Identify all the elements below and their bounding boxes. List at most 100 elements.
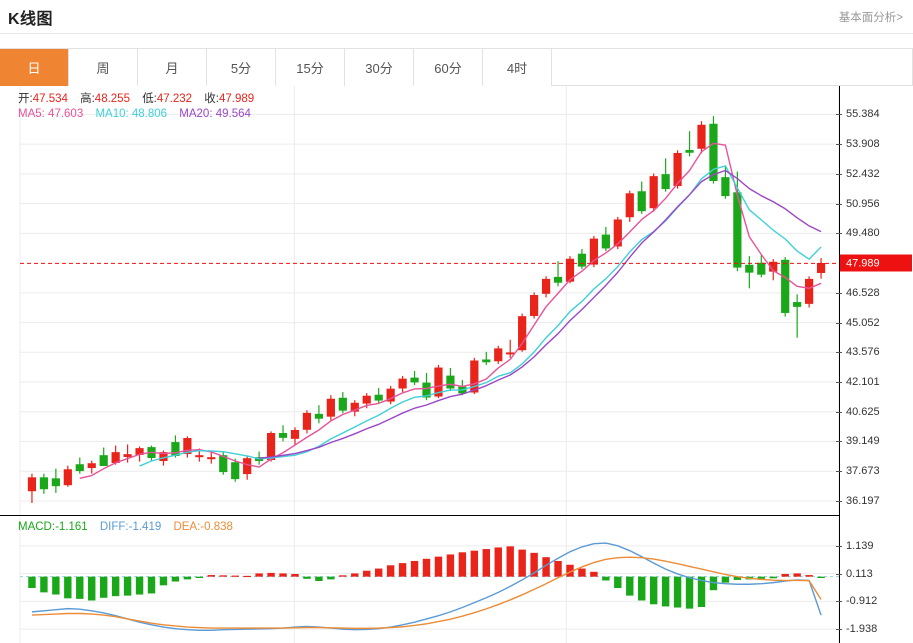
candle-body [123, 454, 132, 457]
macd-histogram-bar [40, 576, 48, 593]
macd-histogram-bar [661, 576, 670, 607]
candle-body [816, 262, 826, 273]
tab-label: 15分 [296, 61, 324, 76]
macd-histogram-bar [410, 560, 419, 577]
price-axis-tick [836, 114, 842, 116]
macd-histogram-bar [709, 576, 718, 591]
candlestick-plot-svg [19, 86, 840, 643]
macd-histogram-bar [183, 576, 192, 580]
macd-histogram-bar [159, 576, 168, 586]
macd-histogram-bar [530, 552, 538, 577]
tab-0[interactable]: 日 [0, 49, 69, 86]
price-axis-tick [836, 233, 842, 235]
tab-label: 30分 [365, 61, 393, 76]
candle-body [231, 462, 240, 480]
macd-histogram-bar [649, 576, 658, 605]
candle-body [530, 295, 539, 316]
tab-1[interactable]: 周 [69, 49, 138, 86]
macd-histogram-bar [638, 576, 646, 601]
candle-body [482, 359, 491, 363]
candle-body [219, 455, 228, 473]
macd-histogram-bar [506, 546, 514, 577]
macd-histogram-bar [793, 573, 801, 577]
candle-body [589, 238, 599, 265]
macd-histogram-bar [327, 576, 335, 580]
price-axis-tick [836, 441, 842, 443]
price-axis-tick [836, 203, 842, 205]
candle-body [553, 276, 563, 283]
macd-histogram-bar [805, 575, 813, 577]
candle-body [99, 455, 108, 467]
candle-body [350, 402, 359, 412]
candle-body [625, 193, 634, 218]
candle-body [39, 477, 49, 490]
macd-histogram-bar [315, 576, 323, 581]
tab-6[interactable]: 60分 [414, 49, 483, 86]
price-axis-label: 42.101 [846, 376, 880, 389]
candle-body [183, 438, 192, 454]
macd-histogram-bar [291, 573, 299, 577]
candle-body [302, 412, 312, 430]
tab-7[interactable]: 4时 [483, 49, 552, 86]
macd-histogram-bar [303, 576, 311, 579]
header-divider [0, 33, 913, 34]
fundamental-analysis-link[interactable]: 基本面分析> [838, 12, 903, 24]
macd-histogram-bar [219, 575, 227, 577]
macd-histogram-bar [482, 549, 490, 577]
candle-body [398, 378, 407, 389]
candle-body [673, 152, 682, 187]
candle-body [75, 464, 84, 472]
candle-body [637, 191, 646, 212]
macd-histogram-bar [566, 564, 574, 577]
macd-histogram-bar [147, 576, 156, 594]
macd-histogram-bar [817, 576, 825, 579]
ma20-line [259, 169, 822, 459]
macd-axis-label: 1.139 [846, 539, 874, 552]
candle-body [27, 477, 37, 492]
candle-body [781, 259, 790, 313]
tab-4[interactable]: 15分 [276, 49, 345, 86]
macd-histogram-bar [267, 572, 275, 577]
candle-body [326, 398, 335, 417]
candle-body [601, 234, 610, 249]
tabbar-filler [552, 49, 913, 85]
macd-histogram-bar [518, 549, 526, 577]
candle-body [446, 375, 455, 389]
price-axis-tick [836, 322, 842, 324]
macd-histogram-bar [422, 558, 431, 577]
panel-divider [0, 515, 840, 516]
macd-histogram-bar [685, 576, 694, 609]
macd-histogram-bar [673, 576, 682, 608]
candle-body [709, 123, 718, 181]
macd-axis-tick [836, 573, 842, 575]
tab-3[interactable]: 5分 [207, 49, 276, 86]
macd-axis-tick [836, 601, 842, 603]
macd-histogram-bar [351, 573, 359, 577]
price-axis-tick [836, 411, 842, 413]
price-axis-tick [836, 471, 842, 473]
tab-label: 月 [165, 61, 179, 76]
page-title: K线图 [8, 11, 54, 28]
candle-body [494, 348, 503, 362]
price-axis-label: 46.528 [846, 286, 880, 299]
candle-body [290, 429, 300, 439]
tab-5[interactable]: 30分 [345, 49, 414, 86]
candle-body [649, 176, 658, 209]
macd-histogram-bar [123, 576, 132, 596]
candle-body [470, 360, 479, 393]
candle-body [374, 394, 383, 401]
candle-body [243, 458, 252, 475]
macd-histogram-bar [697, 576, 706, 607]
candle-body [745, 264, 754, 273]
ma5-line [79, 142, 822, 480]
candle-body [111, 452, 120, 464]
candle-body [207, 457, 216, 460]
tab-2[interactable]: 月 [138, 49, 207, 86]
candle-body [685, 149, 694, 153]
price-axis-label: 50.956 [846, 197, 880, 210]
price-axis-label: 37.673 [846, 465, 880, 478]
candle-body [386, 388, 395, 402]
price-axis-label: 43.576 [846, 346, 880, 359]
candle-body [434, 367, 443, 397]
price-axis-label: 52.432 [846, 167, 880, 180]
